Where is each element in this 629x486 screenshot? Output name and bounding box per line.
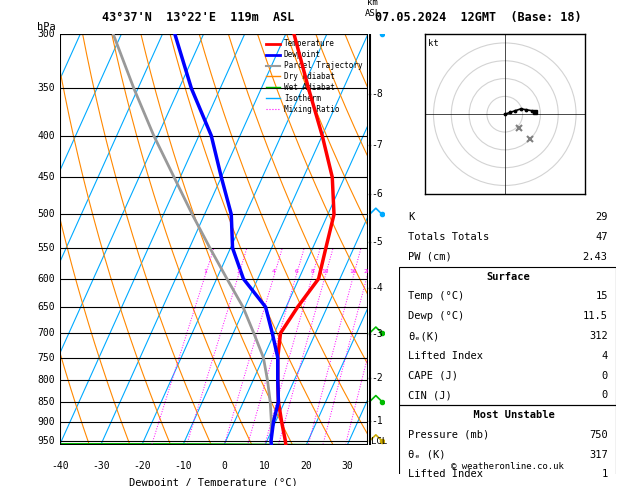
- Text: Surface: Surface: [486, 272, 530, 282]
- Text: 4: 4: [601, 351, 608, 361]
- Text: 350: 350: [38, 84, 55, 93]
- Text: 750: 750: [38, 352, 55, 363]
- Text: -2: -2: [371, 373, 383, 383]
- Text: 10: 10: [259, 461, 271, 471]
- Text: -10: -10: [174, 461, 192, 471]
- Text: 650: 650: [38, 302, 55, 312]
- Text: 16: 16: [350, 269, 357, 274]
- Text: Pressure (mb): Pressure (mb): [408, 430, 489, 440]
- Text: 850: 850: [38, 397, 55, 407]
- Legend: Temperature, Dewpoint, Parcel Trajectory, Dry Adiabat, Wet Adiabat, Isotherm, Mi: Temperature, Dewpoint, Parcel Trajectory…: [265, 38, 364, 115]
- Text: 6: 6: [294, 269, 298, 274]
- Text: 700: 700: [38, 328, 55, 338]
- Text: 20: 20: [364, 269, 371, 274]
- Text: -3: -3: [371, 329, 383, 339]
- Text: 950: 950: [38, 436, 55, 446]
- Text: 750: 750: [589, 430, 608, 440]
- Text: 47: 47: [595, 232, 608, 242]
- Text: 550: 550: [38, 243, 55, 253]
- Text: 8: 8: [311, 269, 314, 274]
- Text: 400: 400: [38, 131, 55, 140]
- Text: 43°37'N  13°22'E  119m  ASL: 43°37'N 13°22'E 119m ASL: [102, 11, 294, 24]
- Text: 0: 0: [221, 461, 227, 471]
- Text: Dewp (°C): Dewp (°C): [408, 311, 464, 321]
- Text: -30: -30: [92, 461, 109, 471]
- Text: Lifted Index: Lifted Index: [408, 351, 483, 361]
- Text: -8: -8: [371, 89, 383, 100]
- Text: 0: 0: [601, 390, 608, 400]
- Text: 600: 600: [38, 274, 55, 284]
- Text: 29: 29: [595, 212, 608, 223]
- Text: θₑ (K): θₑ (K): [408, 450, 445, 460]
- Text: 4: 4: [272, 269, 276, 274]
- Text: 900: 900: [38, 417, 55, 427]
- Text: Totals Totals: Totals Totals: [408, 232, 489, 242]
- Text: 317: 317: [589, 450, 608, 460]
- Text: -5: -5: [371, 237, 383, 247]
- Text: 1: 1: [203, 269, 207, 274]
- Text: hPa: hPa: [36, 22, 55, 32]
- Text: -20: -20: [133, 461, 151, 471]
- Text: km
ASL: km ASL: [365, 0, 381, 17]
- Text: 2.43: 2.43: [582, 252, 608, 262]
- Text: 450: 450: [38, 172, 55, 182]
- Text: Temp (°C): Temp (°C): [408, 292, 464, 301]
- Text: 15: 15: [595, 292, 608, 301]
- Text: CIN (J): CIN (J): [408, 390, 452, 400]
- Text: 2: 2: [237, 269, 240, 274]
- Text: 312: 312: [589, 331, 608, 341]
- Text: K: K: [408, 212, 415, 223]
- Bar: [399, 267, 616, 405]
- Text: -7: -7: [371, 140, 383, 150]
- Text: θₑ(K): θₑ(K): [408, 331, 439, 341]
- Text: kt: kt: [428, 39, 439, 49]
- Text: Lifted Index: Lifted Index: [408, 469, 483, 479]
- Text: 11.5: 11.5: [582, 311, 608, 321]
- Text: Most Unstable: Most Unstable: [461, 410, 555, 420]
- Text: 30: 30: [342, 461, 353, 471]
- Text: CAPE (J): CAPE (J): [408, 370, 458, 381]
- Text: 07.05.2024  12GMT  (Base: 18): 07.05.2024 12GMT (Base: 18): [375, 11, 581, 24]
- Text: PW (cm): PW (cm): [408, 252, 452, 262]
- Text: LCL: LCL: [371, 437, 387, 446]
- Text: 10: 10: [321, 269, 329, 274]
- Text: © weatheronline.co.uk: © weatheronline.co.uk: [452, 462, 564, 471]
- Text: -4: -4: [371, 283, 383, 293]
- Text: 500: 500: [38, 209, 55, 219]
- Text: -40: -40: [51, 461, 69, 471]
- Bar: [399, 405, 616, 486]
- Text: 800: 800: [38, 375, 55, 385]
- Text: 1: 1: [601, 469, 608, 479]
- Text: -1: -1: [371, 417, 383, 426]
- Text: 0: 0: [601, 370, 608, 381]
- Text: Dewpoint / Temperature (°C): Dewpoint / Temperature (°C): [130, 478, 298, 486]
- Text: 20: 20: [301, 461, 312, 471]
- Text: 300: 300: [38, 29, 55, 39]
- Text: -6: -6: [371, 189, 383, 199]
